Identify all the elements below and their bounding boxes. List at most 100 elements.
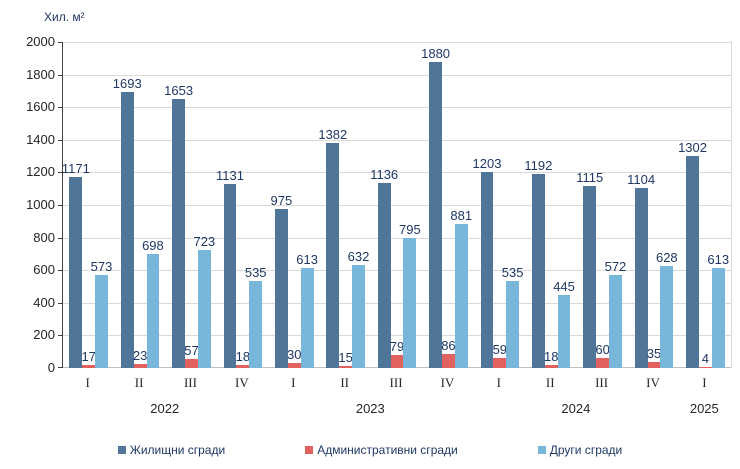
bar-other: 613 (707, 253, 729, 368)
y-axis-tick-mark (58, 302, 62, 304)
legend-item-residential: Жилищни сгради (117, 443, 225, 457)
bar-administrative: 59 (493, 343, 507, 368)
bar-value-label-other: 698 (142, 238, 164, 254)
y-axis-tick-mark (58, 367, 62, 368)
bar-value-label-administrative: 18 (543, 349, 559, 365)
quarter-label: IV (646, 375, 660, 390)
quarter-label: I (291, 375, 296, 390)
bar-value-label-other: 535 (501, 264, 524, 280)
legend: Жилищни сгради Административни сгради Друг… (0, 443, 740, 457)
bar-administrative: 60 (595, 343, 610, 368)
legend-swatch-residential (117, 446, 126, 454)
grid-line (63, 139, 731, 141)
bar-group: 1192 18 445 (524, 42, 577, 368)
y-axis-tick-label: 1000 (26, 197, 55, 212)
quarter-label: II (340, 375, 349, 390)
y-axis-tick-mark (58, 270, 62, 272)
bar-value-label-residential: 1131 (216, 167, 244, 183)
bar-administrative: 18 (544, 350, 558, 368)
bar-other: 698 (142, 239, 164, 368)
year-label: 2025 (689, 401, 719, 416)
bar-residential: 1131 (216, 169, 244, 368)
bar-value-label-other: 445 (553, 279, 575, 295)
bar-value-label-residential: 1302 (678, 139, 707, 155)
x-axis-quarter-labels: I II III IV I II III IV I II III IV I (62, 375, 730, 391)
bar-value-label-residential: 1203 (472, 155, 502, 171)
bar-value-label-other: 573 (90, 258, 113, 274)
bar-value-label-administrative: 79 (389, 339, 405, 355)
y-axis-tick-label: 200 (33, 327, 55, 343)
y-axis-tick-label: 1200 (26, 164, 55, 180)
bar-value-label-other: 881 (450, 208, 473, 224)
bar-value-label-administrative: 18 (235, 349, 251, 365)
bar-other: 535 (245, 266, 267, 368)
y-axis-tick-label: 0 (47, 360, 55, 375)
bar-group: 1653 57 723 (164, 42, 217, 368)
bar-value-label-residential: 1693 (112, 76, 142, 92)
y-axis-tick-labels: 0 200 400 600 800 1000 1200 1400 1600 1800 2000 (0, 35, 55, 375)
bar-value-label-administrative: 35 (646, 346, 662, 362)
bar-value-label-administrative: 17 (81, 349, 96, 365)
bar-residential: 1171 (62, 162, 90, 368)
bar-value-label-residential: 1880 (421, 45, 451, 61)
grid-line (63, 172, 731, 174)
quarter-label: IV (235, 375, 249, 390)
bar-administrative: 23 (133, 349, 147, 368)
bar-value-label-administrative: 4 (701, 351, 709, 367)
quarter-label: II (134, 375, 144, 390)
quarter-label: I (85, 375, 90, 390)
bar-residential: 1136 (370, 168, 398, 368)
bar-value-label-residential: 1115 (576, 170, 604, 186)
y-axis-tick-label: 1600 (26, 99, 55, 115)
grid-line (63, 42, 731, 43)
bar-administrative: 17 (81, 350, 96, 368)
y-axis-title: Хил. м² (44, 10, 85, 24)
year-label: 2023 (355, 401, 385, 416)
y-axis-tick-label: 1400 (26, 131, 55, 147)
bar-group: 1115 60 572 (576, 42, 628, 368)
y-axis-tick-label: 2000 (26, 34, 55, 49)
bar-group: 1382 15 632 (318, 42, 371, 368)
grid-line (63, 302, 731, 304)
bar-value-label-administrative: 60 (595, 342, 610, 358)
y-axis-tick-mark (58, 139, 62, 141)
bar-other: 881 (450, 209, 472, 368)
legend-label-administrative: Административни сгради (317, 443, 458, 457)
legend-item-other: Други сгради (537, 443, 623, 457)
bar-value-label-other: 723 (193, 234, 216, 250)
bar-value-label-administrative: 57 (184, 342, 199, 358)
legend-label-other: Други сгради (549, 443, 623, 457)
grid-line (63, 270, 731, 272)
bar-value-label-other: 613 (296, 252, 318, 268)
y-axis-tick-mark (58, 237, 62, 239)
quarter-label: III (389, 375, 403, 390)
grid-line (63, 335, 731, 337)
bar-group: 1693 23 698 (112, 42, 165, 368)
bar-group: 1171 17 573 (62, 42, 114, 368)
grid-line (63, 74, 731, 76)
bar-other: 613 (296, 253, 318, 368)
legend-swatch-other (537, 446, 546, 454)
bar-residential: 975 (271, 194, 292, 368)
bar-administrative: 15 (338, 351, 353, 368)
bar-group: 1302 4 613 (678, 42, 731, 368)
bar-other: 573 (91, 260, 112, 368)
bar-value-label-other: 795 (399, 222, 421, 238)
bar-other: 535 (502, 266, 524, 368)
grid-line (63, 237, 731, 239)
year-label: 2022 (150, 401, 180, 416)
y-axis-tick-label: 800 (33, 229, 55, 245)
bar-other: 572 (605, 260, 626, 368)
bar-administrative: 35 (647, 347, 661, 368)
bar-value-label-administrative: 15 (338, 349, 353, 365)
y-axis-tick-mark (58, 107, 62, 109)
bar-other: 795 (399, 223, 421, 368)
bar-value-label-other: 572 (604, 258, 627, 274)
bar-administrative: 4 (698, 352, 712, 368)
bar-residential: 1192 (524, 159, 552, 368)
bar-value-label-administrative: 59 (492, 342, 508, 358)
bar-residential: 1382 (318, 128, 347, 368)
bar-group: 1104 35 628 (627, 42, 679, 368)
bar-group: 1131 18 535 (216, 42, 268, 368)
